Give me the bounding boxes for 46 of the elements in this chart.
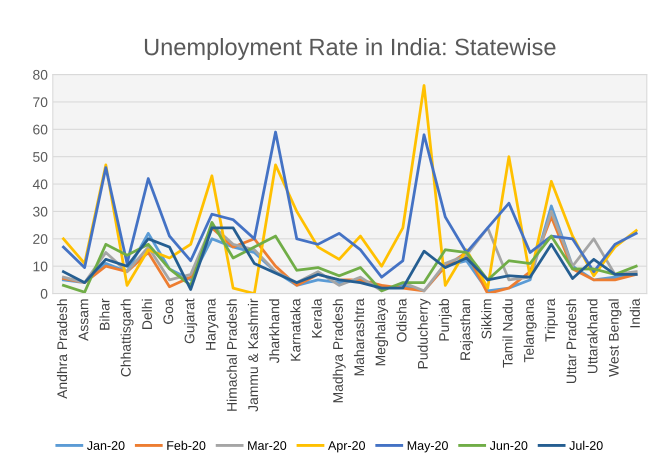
y-tick-label: 10 [34,262,48,272]
y-tick-label: 0 [40,288,48,299]
legend-label: Jan-20 [87,441,125,450]
x-tick-label: Punjab [438,299,452,341]
legend-label: Feb-20 [167,440,206,450]
x-tick-label: Sikkim [481,299,492,339]
x-tick-label: Tripura [544,298,558,342]
x-tick-label: Madhya Pradesh [332,299,346,402]
x-tick-label: Uttarakhand [587,299,598,374]
y-tick-label: 20 [33,234,48,244]
x-tick-label: Odisha [396,298,407,342]
legend-label: Apr-20 [328,441,366,452]
y-tick-label: 50 [33,152,48,162]
x-tick-label: Telangana [524,298,537,362]
y-tick-label: 80 [33,70,48,80]
x-tick-label: Tamil Nadu [502,299,513,368]
x-tick-label: Assam [78,299,88,341]
legend-label: Mar-20 [248,441,286,450]
x-tick-label: Bihar [99,298,110,330]
x-tick-label: Chhattisgarh [120,299,134,376]
legend-label: Jun-20 [490,441,528,450]
x-tick-label: Jharkhand [269,299,280,364]
chart-title: Unemployment Rate in India: Statewise [144,38,556,60]
line-series [62,130,638,279]
x-tick-label: Karnataka [290,298,300,361]
x-tick-label: Gujarat [184,298,198,344]
y-tick-label: 30 [33,206,48,217]
x-tick-label: Uttar Pradesh [566,299,576,384]
x-tick-label: Andhra Pradesh [56,299,68,399]
x-tick-label: Himachal Pradesh [226,299,237,411]
x-tick-label: Meghalaya [375,298,388,366]
x-tick-label: Rajasthan [460,299,473,360]
x-tick-label: Jammu & Kashmir [248,298,258,412]
x-tick-label: West Bengal [608,299,622,377]
y-tick-label: 60 [33,124,48,134]
x-tick-label: India [630,298,640,328]
x-tick-label: Maharashtra [354,298,364,376]
legend-label: Jul-20 [569,440,603,450]
legend-label: May-20 [408,441,448,452]
x-tick-label: Puducherry [418,298,431,368]
x-tick-label: Goa [163,298,174,324]
x-tick-label: Haryana [206,298,218,350]
y-tick-label: 40 [32,179,48,190]
y-tick-label: 70 [33,97,48,108]
x-tick-label: Kerala [312,298,322,338]
x-tick-label: Delhi [142,299,152,329]
